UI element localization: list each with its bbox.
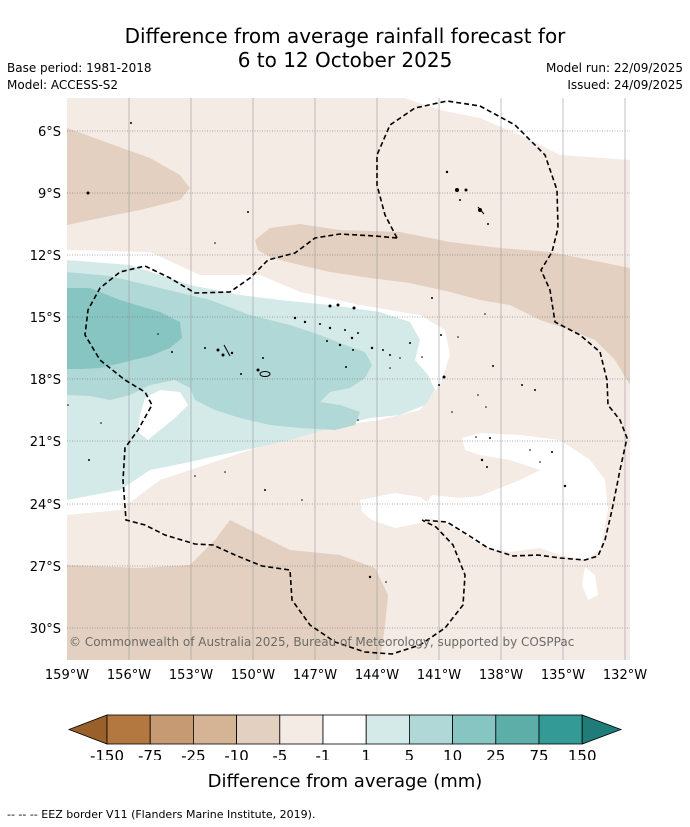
lat-label: 6°S: [38, 125, 61, 140]
colorbar-swatch: [149, 714, 194, 745]
region-dry-south: [67, 520, 388, 660]
colorbar-swatch: [495, 714, 540, 745]
map-title-line1: Difference from average rainfall forecas…: [124, 24, 566, 48]
colorbar-swatch: [279, 714, 324, 745]
eez-borders: [84, 100, 628, 655]
region-neutral-south: [360, 493, 438, 528]
region-neutral-ne: [405, 98, 630, 160]
colorbar-swatch: [106, 714, 151, 745]
islands: [67, 122, 567, 583]
colorbar-swatch: [236, 714, 281, 745]
region-dry-central: [255, 224, 630, 385]
lat-label: 18°S: [30, 373, 61, 388]
lat-label: 27°S: [30, 560, 61, 575]
lat-label: 24°S: [30, 498, 61, 513]
model-name: Model: ACCESS-S2: [7, 78, 119, 92]
colorbar-title: Difference from average (mm): [207, 771, 483, 792]
island-outlines: [223, 206, 485, 377]
eez-legend: -- -- -- EEZ border V11 (Flanders Marine…: [7, 808, 316, 821]
region-wet-strong: [67, 288, 182, 369]
colorbar-swatch: [365, 714, 410, 745]
colorbar-swatch: [538, 714, 583, 745]
longitude-gridlines: [128, 98, 626, 660]
colorbar-arrow-left: [67, 714, 108, 745]
lon-label: 153°W: [169, 668, 213, 683]
colorbar-label: -75: [138, 747, 163, 760]
copyright-text: © Commonwealth of Australia 2025, Bureau…: [69, 635, 574, 649]
colorbar-swatch: [322, 714, 367, 745]
colorbar-label: -5: [272, 747, 287, 760]
colorbar-label: 25: [486, 747, 505, 760]
base-period: Base period: 1981-2018: [7, 61, 152, 75]
latitude-labels: 6°S 9°S 12°S 15°S 18°S 21°S 24°S 27°S 30…: [30, 125, 61, 637]
colorbar-swatch: [192, 714, 237, 745]
map-plot-area: © Commonwealth of Australia 2025, Bureau…: [67, 98, 630, 660]
longitude-labels: 159°W 156°W 153°W 150°W 147°W 144°W 141°…: [45, 668, 647, 683]
lon-label: 159°W: [45, 668, 89, 683]
lat-label: 30°S: [30, 622, 61, 637]
lon-label: 150°W: [231, 668, 275, 683]
lon-label: 141°W: [417, 668, 461, 683]
colorbar: -150 -75 -25 -10 -5 -1 1 5 10 25 75 150: [67, 714, 623, 760]
region-dry-nw: [67, 128, 190, 225]
colorbar-arrow-right: [581, 714, 623, 745]
colorbar-label: 5: [405, 747, 415, 760]
colorbar-label: -25: [181, 747, 206, 760]
colorbar-label: 1: [361, 747, 371, 760]
region-neutral-east: [425, 433, 608, 560]
lat-label: 12°S: [30, 249, 61, 264]
colorbar-label: -150: [90, 747, 124, 760]
lat-label: 9°S: [38, 187, 61, 202]
colorbar-swatch: [452, 714, 497, 745]
colorbar-label: 150: [568, 747, 597, 760]
map-title-line2: 6 to 12 October 2025: [237, 48, 453, 72]
model-run: Model run: 22/09/2025: [545, 61, 683, 75]
colorbar-label: 75: [529, 747, 548, 760]
colorbar-swatch: [408, 714, 453, 745]
lat-label: 15°S: [30, 311, 61, 326]
lon-label: 156°W: [107, 668, 151, 683]
lon-label: 147°W: [293, 668, 337, 683]
issued-date: Issued: 24/09/2025: [567, 78, 683, 92]
lon-label: 135°W: [541, 668, 585, 683]
colorbar-label: -10: [224, 747, 249, 760]
lon-label: 144°W: [355, 668, 399, 683]
lat-label: 21°S: [30, 435, 61, 450]
region-neutral-islet: [582, 567, 598, 600]
lon-label: 132°W: [603, 668, 647, 683]
lon-label: 138°W: [479, 668, 523, 683]
rainfall-map: © Commonwealth of Australia 2025, Bureau…: [30, 98, 647, 760]
colorbar-label: 10: [443, 747, 462, 760]
colorbar-label: -1: [316, 747, 331, 760]
